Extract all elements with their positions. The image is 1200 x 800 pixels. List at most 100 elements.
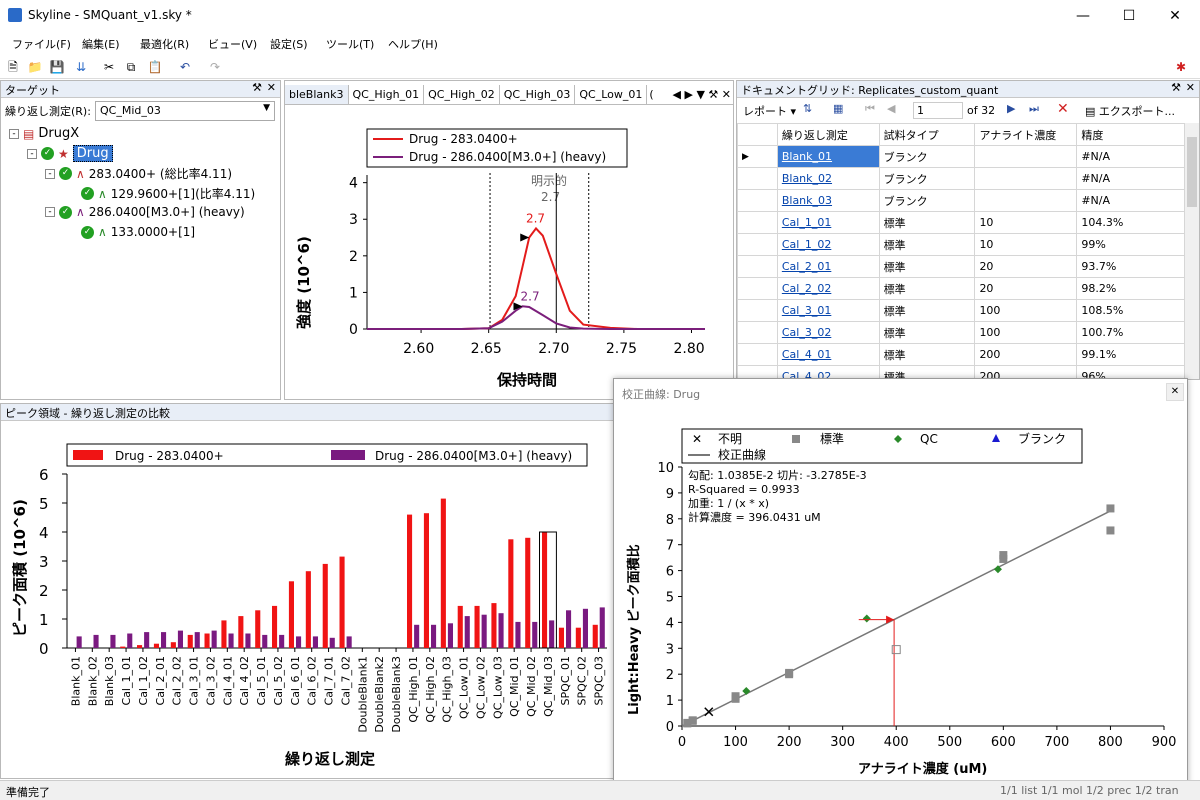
cell-replicate[interactable]: Cal_3_01 [776, 299, 880, 322]
row-selector[interactable]: ▶ [737, 145, 778, 168]
tab-nav-icon[interactable]: ◀ ▶ ▼ ⚒ ✕ [672, 88, 731, 101]
grid-row[interactable]: Cal_4_01 標準 200 99.1% [737, 343, 1185, 366]
redo-icon[interactable]: ↷ [209, 60, 221, 74]
row-selector[interactable] [737, 255, 778, 278]
cell-replicate[interactable]: Blank_01 [776, 145, 880, 168]
tab-qc-high-01[interactable]: QC_High_01 [349, 85, 425, 104]
page-input[interactable]: 1 [913, 102, 963, 119]
row-selector[interactable] [737, 211, 778, 234]
cell-accuracy: 100.7% [1076, 321, 1185, 344]
menu-tools[interactable]: ツール(T) [326, 38, 375, 51]
chromatogram-chart[interactable]: Drug - 283.0400+ Drug - 286.0400[M3.0+] … [285, 107, 733, 399]
row-selector[interactable] [737, 189, 778, 212]
collapse-icon[interactable]: - [45, 207, 55, 217]
delete-icon[interactable]: ✕ [1057, 101, 1069, 117]
close-icon[interactable]: ✕ [1185, 81, 1195, 94]
copy-icon[interactable]: ⧉ [126, 60, 136, 74]
column-header-accuracy[interactable]: 精度 [1076, 123, 1185, 146]
menu-refine[interactable]: 最適化(R) [140, 38, 190, 51]
close-icon[interactable]: ✕ [266, 81, 276, 94]
peak-x-tick-label: Cal_6_02 [306, 656, 319, 705]
pin-icon[interactable]: ⚒ [1171, 81, 1181, 94]
grid-row[interactable]: Cal_2_02 標準 20 98.2% [737, 277, 1185, 300]
report-button[interactable]: レポート ▾ [743, 105, 797, 118]
row-selector[interactable] [737, 365, 778, 379]
status-peptide-icon[interactable]: ✱ [1175, 60, 1187, 74]
cell-replicate[interactable]: Cal_1_01 [776, 211, 880, 234]
menu-view[interactable]: ビュー(V) [208, 38, 258, 51]
cell-replicate[interactable]: Blank_02 [776, 167, 880, 190]
pin-icon[interactable]: ⚒ [252, 81, 262, 94]
cell-replicate[interactable]: Cal_1_02 [776, 233, 880, 256]
grid-row[interactable]: Cal_3_02 標準 100 100.7% [737, 321, 1185, 344]
row-selector[interactable] [737, 167, 778, 190]
grid-row[interactable]: Cal_4_02 標準 200 96% [737, 365, 1185, 379]
column-header-sample-type[interactable]: 試料タイプ [878, 123, 976, 146]
cut-icon[interactable]: ✂ [103, 60, 115, 74]
minimize-button[interactable]: — [1076, 8, 1090, 24]
row-selector[interactable] [737, 343, 778, 366]
column-icon[interactable]: ⇅ [803, 102, 813, 115]
column-header-concentration[interactable]: アナライト濃度 [974, 123, 1078, 146]
cell-replicate[interactable]: Cal_3_02 [776, 321, 880, 344]
cell-sample-type: 標準 [878, 365, 976, 379]
collapse-icon[interactable]: - [9, 128, 19, 139]
tree-item-molecule[interactable]: - ✓ ★ Drug [27, 145, 113, 162]
filter-icon[interactable]: ▦ [833, 102, 844, 115]
cell-replicate[interactable]: Blank_03 [776, 189, 880, 212]
collapse-icon[interactable]: - [45, 168, 55, 179]
calibration-chart[interactable]: ✕ 不明 標準 QC ブランク 校正曲線 勾配: 1.0385E-2 切片: -… [614, 405, 1187, 787]
calibration-close-button[interactable]: ✕ [1166, 383, 1184, 401]
last-page-icon[interactable]: ⏭ [1029, 102, 1039, 115]
import-icon[interactable]: ⇊ [75, 60, 87, 74]
tab-qc-high-02[interactable]: QC_High_02 [424, 85, 500, 104]
row-selector[interactable] [737, 233, 778, 256]
open-icon[interactable]: 📁 [27, 60, 43, 74]
tab-blank3[interactable]: bleBlank3 [285, 85, 349, 104]
new-icon[interactable]: 🗎 [8, 60, 18, 74]
collapse-icon[interactable]: - [27, 148, 37, 159]
row-selector[interactable] [737, 277, 778, 300]
undo-icon[interactable]: ↶ [179, 60, 191, 74]
column-header-replicate[interactable]: 繰り返し測定 [776, 123, 880, 146]
tab-qc-high-03[interactable]: QC_High_03 [500, 85, 576, 104]
menu-file[interactable]: ファイル(F) [12, 38, 71, 51]
cell-replicate[interactable]: Cal_4_01 [776, 343, 880, 366]
row-selector[interactable] [737, 299, 778, 322]
row-selector[interactable] [737, 321, 778, 344]
grid-row[interactable]: Cal_2_01 標準 20 93.7% [737, 255, 1185, 278]
grid-row[interactable]: Cal_1_01 標準 10 104.3% [737, 211, 1185, 234]
tree-item-transition-light[interactable]: ✓ ∧ 129.9600+[1](比率4.11) [81, 185, 255, 202]
peak-area-chart[interactable]: Drug - 283.0400+ Drug - 286.0400[M3.0+] … [1, 422, 619, 778]
cell-replicate[interactable]: Cal_4_02 [776, 365, 880, 379]
tree-item-precursor-heavy[interactable]: - ✓ ∧ 286.0400[M3.0+] (heavy) [45, 205, 245, 219]
maximize-button[interactable]: ☐ [1122, 8, 1136, 24]
menu-help[interactable]: ヘルプ(H) [388, 38, 438, 51]
next-page-icon[interactable]: ▶ [1007, 102, 1016, 115]
cell-accuracy: 93.7% [1076, 255, 1185, 278]
replicate-select[interactable]: QC_Mid_03 ▼ [95, 101, 275, 121]
grid-row[interactable]: ▶ Blank_01 ブランク #N/A [737, 145, 1185, 168]
grid-row[interactable]: Cal_3_01 標準 100 108.5% [737, 299, 1185, 322]
grid-row[interactable]: Blank_03 ブランク #N/A [737, 189, 1185, 212]
save-icon[interactable]: 💾 [49, 60, 65, 74]
paste-icon[interactable]: 📋 [147, 60, 163, 74]
prev-page-icon[interactable]: ◀ [887, 102, 896, 115]
tree-item-protein[interactable]: - ▤ DrugX [9, 126, 79, 141]
tab-overflow[interactable]: ( [649, 88, 654, 101]
grid-scrollbar[interactable] [1185, 123, 1199, 379]
menu-settings[interactable]: 設定(S) [270, 38, 308, 51]
close-button[interactable]: ✕ [1169, 8, 1181, 24]
cell-replicate[interactable]: Cal_2_01 [776, 255, 880, 278]
tree-item-transition-heavy[interactable]: ✓ ∧ 133.0000+[1] [81, 225, 195, 239]
document-grid-title: ドキュメントグリッド: Replicates_custom_quant [741, 84, 999, 97]
grid-scroll-thumb[interactable] [1187, 137, 1197, 207]
grid-row[interactable]: Cal_1_02 標準 10 99% [737, 233, 1185, 256]
tree-item-precursor-light[interactable]: - ✓ ∧ 283.0400+ (総比率4.11) [45, 165, 232, 182]
menu-edit[interactable]: 編集(E) [82, 38, 120, 51]
cell-replicate[interactable]: Cal_2_02 [776, 277, 880, 300]
tab-qc-low-01[interactable]: QC_Low_01 [575, 85, 648, 104]
first-page-icon[interactable]: ⏮ [865, 102, 875, 115]
grid-row[interactable]: Blank_02 ブランク #N/A [737, 167, 1185, 190]
export-button[interactable]: ▤ エクスポート... [1085, 105, 1176, 118]
